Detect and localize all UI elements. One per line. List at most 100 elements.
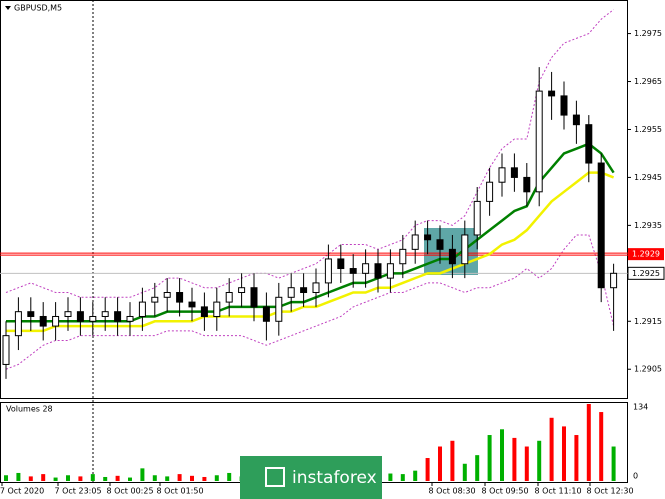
volume-bar (4, 475, 8, 481)
candle-body (535, 90, 543, 193)
ma-slow (6, 171, 615, 333)
candle-body (362, 263, 370, 274)
main-panel-frame (0, 0, 628, 399)
volume-bar (140, 468, 145, 481)
volume-bar (500, 429, 504, 481)
volume-bar (78, 476, 83, 481)
candle-body (64, 311, 72, 317)
volume-bar (202, 476, 207, 481)
volume-bar (438, 446, 442, 481)
volume-bar (152, 475, 157, 481)
candle-body (163, 292, 171, 298)
candle-body (572, 114, 580, 126)
volume-bar (28, 476, 33, 481)
volume-bar (549, 417, 554, 481)
volume-bar (53, 477, 58, 481)
volume-bar (16, 472, 21, 481)
y-tick-label: 1.2975 (634, 29, 662, 38)
ma-fast (6, 142, 615, 323)
volume-bar (599, 412, 604, 481)
candle-body (300, 287, 308, 294)
candle-body (213, 301, 221, 317)
volume-bar (66, 475, 70, 481)
candle-body (424, 234, 432, 241)
volume-bar (487, 435, 492, 481)
candle-body (560, 95, 568, 116)
candle-body (411, 234, 419, 250)
volume-bar (190, 475, 194, 481)
volume-bar (450, 440, 455, 481)
candle-body (448, 248, 456, 265)
volume-bar (214, 475, 219, 481)
current-price-label-bg (627, 266, 665, 280)
volume-bar (388, 473, 393, 481)
candle-body (473, 200, 481, 236)
candle-body (597, 162, 605, 289)
candle-body (2, 335, 10, 365)
candle-body (225, 292, 233, 303)
candle-body (176, 292, 184, 303)
volume-bar (90, 474, 95, 481)
volume-min-label: 0 (633, 472, 638, 481)
x-tick-label: 8 Oct 08:30 (428, 487, 475, 496)
candle-body (486, 181, 494, 202)
volume-bar (103, 476, 108, 481)
volume-bar (425, 458, 430, 481)
candle-body (399, 248, 407, 265)
candle-body (498, 167, 506, 183)
volume-bar (537, 440, 542, 481)
candle-body (585, 124, 593, 164)
volume-bar (462, 463, 467, 481)
candle-body (200, 306, 208, 317)
watermark: instaforex (292, 468, 377, 488)
candle-body (89, 315, 97, 322)
volume-bar (586, 404, 591, 481)
current-price-label: 1.2925 (632, 269, 660, 278)
candle-body (349, 268, 357, 274)
x-tick-label: 8 Oct 00:25 (106, 487, 153, 496)
candle-body (461, 234, 469, 265)
y-tick-label: 1.2945 (634, 173, 662, 182)
x-tick-label: 8 Oct 11:10 (534, 487, 581, 496)
volume-bar (611, 446, 616, 481)
volume-bar (165, 476, 170, 481)
volume-bar (524, 446, 529, 481)
candle-body (39, 315, 47, 327)
y-tick-label: 1.2915 (634, 317, 662, 326)
candle-body (436, 239, 444, 250)
candle-body (337, 258, 345, 270)
x-tick-label: 8 Oct 01:50 (156, 487, 203, 496)
candle-body (238, 287, 246, 294)
volume-bar (475, 455, 480, 481)
candle-body (76, 311, 84, 322)
x-tick-label: 8 Oct 12:30 (586, 487, 633, 496)
candle-body (610, 272, 618, 289)
candle-body (52, 315, 60, 327)
candle-body (101, 311, 109, 317)
candle-body (250, 287, 258, 308)
volume-bar (562, 426, 566, 481)
volume-bar (227, 472, 232, 481)
y-tick-label: 1.2905 (634, 365, 662, 374)
watermark-bg (240, 456, 382, 499)
volume-bar (413, 470, 418, 481)
candle-body (312, 282, 320, 294)
envelope-lower (5, 234, 615, 370)
volume-bar (128, 477, 132, 481)
candle-body (510, 167, 518, 178)
level-label-bg (628, 248, 664, 261)
volume-bar (115, 475, 120, 481)
candle-body (188, 301, 196, 308)
candle-body (374, 263, 382, 279)
candle-body (114, 311, 122, 322)
chart-title: GBPUSD,M5 (14, 4, 62, 13)
candle-body (138, 301, 146, 317)
candle-body (151, 296, 159, 303)
y-tick-label: 1.2935 (634, 221, 662, 230)
envelope-upper (5, 9, 614, 298)
y-tick-label: 1.2965 (634, 77, 662, 86)
candle-body (262, 306, 270, 322)
candle-body (126, 315, 134, 322)
